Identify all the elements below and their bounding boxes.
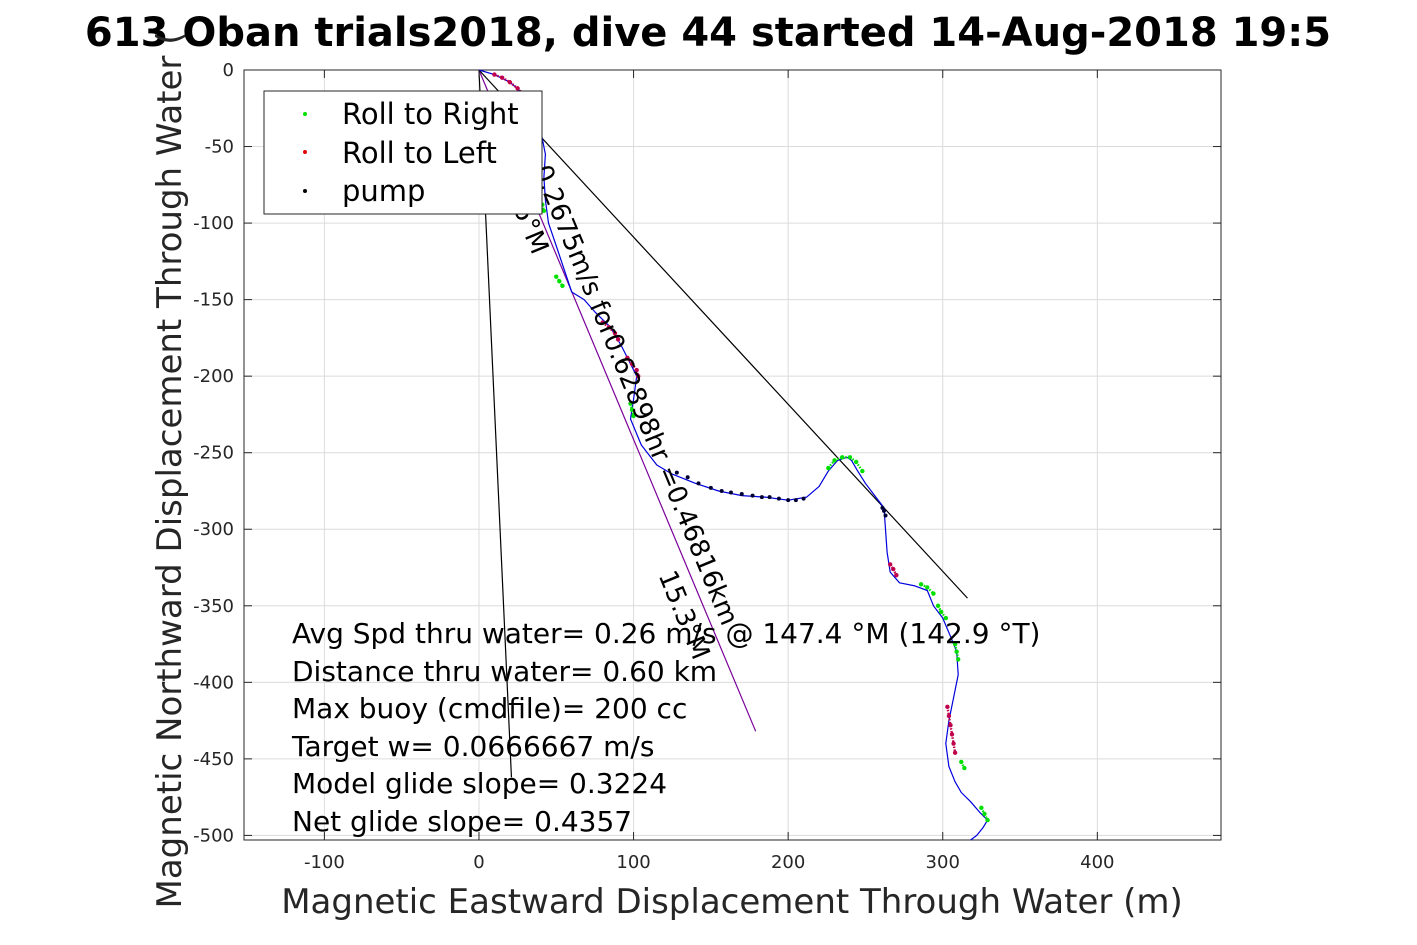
y-tick-label: 0 — [223, 60, 234, 81]
x-tick-label: 100 — [616, 852, 650, 873]
pump-point — [776, 496, 781, 501]
legend-roll-left-label: Roll to Left — [342, 136, 497, 170]
pump-point — [767, 495, 772, 500]
legend: Roll to Right Roll to Left pump — [263, 90, 543, 215]
legend-box — [263, 90, 543, 215]
roll-right-point — [943, 615, 949, 621]
y-tick-label: -400 — [193, 672, 234, 693]
roll-right-point — [560, 283, 565, 289]
annotation-net-glide: Net glide slope= 0.4357 — [292, 805, 632, 838]
annotation-max-buoy: Max buoy (cmdfile)= 200 cc — [292, 692, 687, 725]
roll-right-point — [631, 413, 636, 419]
pump-point — [759, 495, 764, 500]
pump-point — [674, 470, 679, 475]
x-tick-label: 200 — [771, 852, 805, 873]
roll-right-point — [931, 591, 936, 596]
roll-left-point — [952, 750, 958, 755]
annotation-distance: Distance thru water= 0.60 km — [292, 655, 717, 688]
roll-left-point — [615, 337, 621, 342]
y-tick-label: -200 — [193, 366, 234, 387]
x-tick-label: 400 — [1080, 852, 1114, 873]
pump-point — [881, 508, 886, 513]
stats-annotation: Avg Spd thru water= 0.26 m/s @ 147.4 °M … — [291, 617, 1040, 838]
x-axis: -100 0 100 200 300 400 — [304, 70, 1115, 873]
roll-right-point — [955, 657, 961, 662]
pump-point — [719, 488, 724, 493]
roll-left-point-segment — [613, 332, 620, 340]
envelope-line-right — [478, 69, 968, 599]
plot-frame — [243, 69, 1222, 841]
roll-left-point — [600, 320, 605, 325]
roll-right-point-segment — [937, 605, 943, 613]
pump-point — [708, 485, 713, 490]
y-tick-label: -450 — [193, 749, 234, 770]
legend-roll-right-label: Roll to Right — [342, 97, 519, 131]
roll-left-point — [894, 572, 899, 578]
pump-point — [786, 498, 791, 503]
pump-point — [883, 513, 888, 518]
rotated-annotation: 0.2675m/s for0.62898hr =0.46816km — [527, 161, 744, 630]
y-tick-label: -100 — [193, 213, 234, 234]
y-tick-label: -50 — [205, 137, 234, 158]
roll-right-point — [847, 455, 853, 460]
roll-left-point-segment — [889, 563, 895, 570]
roll-right-point-segment — [983, 813, 989, 821]
pump-point — [750, 493, 755, 498]
pump-point — [793, 498, 798, 503]
legend-pump-label: pump — [342, 174, 425, 208]
y-tick-label: -250 — [193, 443, 234, 464]
legend-roll-left-marker — [303, 150, 307, 154]
y-tick-label: -500 — [193, 825, 234, 846]
roll-right-point-segment — [629, 403, 634, 411]
annotation-model-glide: Model glide slope= 0.3224 — [292, 767, 667, 800]
roll-right-point-segment — [920, 583, 928, 589]
annotation-avg-speed: Avg Spd thru water= 0.26 m/s @ 147.4 °M … — [292, 617, 1040, 650]
roll-left-point — [636, 373, 641, 379]
x-axis-label: Magnetic Eastward Displacement Through W… — [281, 882, 1183, 922]
roll-right-point — [985, 817, 990, 823]
rotated-annotations: 0.2675m/s for0.62898hr =0.46816km15.3°M6… — [507, 161, 744, 664]
roll-left-point-segment — [892, 568, 898, 576]
y-axis: 0 -50 -100 -150 -200 -250 -300 -350 -400 -450 -500 — [193, 60, 1221, 846]
y-tick-label: -300 — [193, 519, 234, 540]
roll-right-point-segment — [555, 275, 561, 282]
y-tick-label: -350 — [193, 596, 234, 617]
x-tick-label: 0 — [473, 852, 484, 873]
x-tick-label: 300 — [926, 852, 960, 873]
roll-right-point-segment — [630, 409, 635, 417]
roll-right-point — [541, 208, 547, 214]
pump-point — [801, 496, 806, 501]
pump-point — [685, 475, 690, 480]
roll-left-point-segment — [635, 369, 640, 377]
roll-right-point — [962, 765, 967, 771]
pump-point — [696, 481, 701, 486]
roll-right-point-segment — [558, 280, 564, 287]
grid — [244, 69, 1221, 840]
pump-point — [728, 490, 733, 495]
roll-right-point-segment — [980, 807, 986, 815]
roll-left-point — [625, 355, 630, 360]
y-tick-label: -150 — [193, 290, 234, 311]
roll-right-point-segment — [541, 204, 546, 212]
y-axis-label: Magnetic Northward Displacement Through … — [150, 32, 190, 909]
pump-point — [739, 492, 744, 497]
x-tick-label: -100 — [304, 852, 345, 873]
legend-pump-marker — [303, 189, 307, 193]
pump-point — [880, 505, 885, 510]
roll-right-point — [557, 279, 562, 284]
annotation-target-w: Target w= 0.0666667 m/s — [291, 730, 654, 763]
legend-roll-right-marker — [303, 112, 307, 116]
chart-title: 613 Oban trials2018, dive 44 started 14-… — [85, 10, 1331, 56]
roll-right-point-segment — [960, 761, 966, 769]
roll-right-point — [860, 468, 865, 474]
